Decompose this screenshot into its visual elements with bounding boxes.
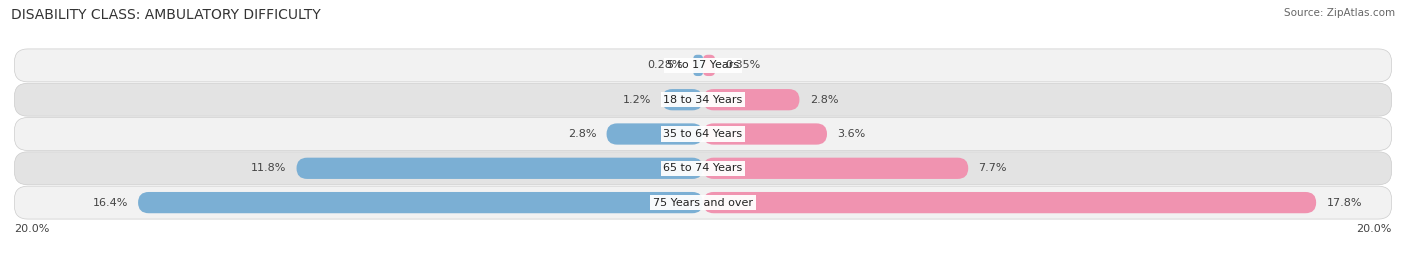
FancyBboxPatch shape bbox=[703, 123, 827, 145]
Text: 20.0%: 20.0% bbox=[1357, 224, 1392, 234]
FancyBboxPatch shape bbox=[297, 158, 703, 179]
Text: 20.0%: 20.0% bbox=[14, 224, 49, 234]
FancyBboxPatch shape bbox=[703, 158, 969, 179]
FancyBboxPatch shape bbox=[606, 123, 703, 145]
Text: Source: ZipAtlas.com: Source: ZipAtlas.com bbox=[1284, 8, 1395, 18]
Text: 0.28%: 0.28% bbox=[648, 60, 683, 70]
Text: DISABILITY CLASS: AMBULATORY DIFFICULTY: DISABILITY CLASS: AMBULATORY DIFFICULTY bbox=[11, 8, 321, 22]
FancyBboxPatch shape bbox=[703, 55, 716, 76]
FancyBboxPatch shape bbox=[14, 186, 1392, 219]
FancyBboxPatch shape bbox=[703, 192, 1316, 213]
Text: 65 to 74 Years: 65 to 74 Years bbox=[664, 163, 742, 173]
Text: 3.6%: 3.6% bbox=[838, 129, 866, 139]
FancyBboxPatch shape bbox=[14, 152, 1392, 185]
FancyBboxPatch shape bbox=[14, 118, 1392, 150]
FancyBboxPatch shape bbox=[662, 89, 703, 110]
Text: 75 Years and over: 75 Years and over bbox=[652, 198, 754, 208]
Text: 18 to 34 Years: 18 to 34 Years bbox=[664, 95, 742, 105]
Text: 2.8%: 2.8% bbox=[810, 95, 838, 105]
Text: 16.4%: 16.4% bbox=[93, 198, 128, 208]
Text: 35 to 64 Years: 35 to 64 Years bbox=[664, 129, 742, 139]
FancyBboxPatch shape bbox=[703, 89, 800, 110]
Text: 0.35%: 0.35% bbox=[725, 60, 761, 70]
FancyBboxPatch shape bbox=[14, 83, 1392, 116]
Text: 2.8%: 2.8% bbox=[568, 129, 596, 139]
Text: 17.8%: 17.8% bbox=[1326, 198, 1362, 208]
Text: 7.7%: 7.7% bbox=[979, 163, 1007, 173]
Text: 11.8%: 11.8% bbox=[250, 163, 287, 173]
FancyBboxPatch shape bbox=[693, 55, 703, 76]
Text: 1.2%: 1.2% bbox=[623, 95, 651, 105]
Text: 5 to 17 Years: 5 to 17 Years bbox=[666, 60, 740, 70]
FancyBboxPatch shape bbox=[138, 192, 703, 213]
FancyBboxPatch shape bbox=[14, 49, 1392, 82]
